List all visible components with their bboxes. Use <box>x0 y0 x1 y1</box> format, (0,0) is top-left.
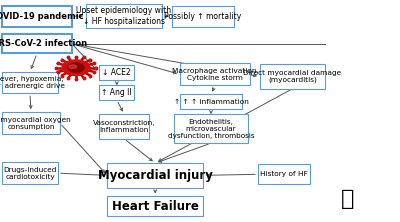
FancyBboxPatch shape <box>260 64 325 89</box>
FancyBboxPatch shape <box>2 6 72 27</box>
Text: Macrophage activation,
Cytokine storm: Macrophage activation, Cytokine storm <box>172 68 258 81</box>
Text: 🫀: 🫀 <box>341 189 355 209</box>
FancyBboxPatch shape <box>180 94 242 109</box>
Text: Heart Failure: Heart Failure <box>112 200 199 213</box>
FancyBboxPatch shape <box>86 4 162 28</box>
Text: ↑ myocardial oxygen
consumption: ↑ myocardial oxygen consumption <box>0 117 70 130</box>
Text: Myocardial injury: Myocardial injury <box>98 169 213 182</box>
Polygon shape <box>62 60 90 75</box>
Polygon shape <box>69 65 77 68</box>
Text: Endothelitis,
microvascular
dysfunction, thrombosis: Endothelitis, microvascular dysfunction,… <box>168 119 254 139</box>
FancyBboxPatch shape <box>99 114 149 139</box>
Text: History of HF: History of HF <box>260 171 308 177</box>
Text: Direct myocardial damage
(myocarditis): Direct myocardial damage (myocarditis) <box>243 70 342 83</box>
FancyBboxPatch shape <box>180 63 250 85</box>
Text: Possibly ↑ mortality: Possibly ↑ mortality <box>164 12 242 21</box>
FancyBboxPatch shape <box>99 65 134 80</box>
Text: SARS-CoV-2 infection: SARS-CoV-2 infection <box>0 39 88 48</box>
FancyBboxPatch shape <box>99 85 134 100</box>
Polygon shape <box>68 63 84 72</box>
FancyBboxPatch shape <box>174 114 248 143</box>
FancyBboxPatch shape <box>258 164 310 184</box>
Text: ↑ Ang II: ↑ Ang II <box>102 88 132 97</box>
Text: ↑ ↑ ↑ inflammation: ↑ ↑ ↑ inflammation <box>174 99 248 105</box>
Text: COVID-19 pandemic: COVID-19 pandemic <box>0 12 84 21</box>
Text: ↓ ACE2: ↓ ACE2 <box>102 68 131 77</box>
FancyBboxPatch shape <box>2 34 72 53</box>
FancyBboxPatch shape <box>172 6 234 27</box>
Text: Upset epidemiology with
↓ HF hospitalizations: Upset epidemiology with ↓ HF hospitaliza… <box>76 6 172 26</box>
FancyBboxPatch shape <box>107 163 203 188</box>
Text: Drugs-induced
cardiotoxicity: Drugs-induced cardiotoxicity <box>3 167 57 180</box>
FancyBboxPatch shape <box>2 72 58 93</box>
Text: Fever, hypoxemia,
↑ adrenergic drive: Fever, hypoxemia, ↑ adrenergic drive <box>0 76 64 89</box>
Text: Vasoconstriction,
Inflammation: Vasoconstriction, Inflammation <box>93 120 156 133</box>
FancyBboxPatch shape <box>2 112 60 134</box>
FancyBboxPatch shape <box>107 196 203 216</box>
FancyBboxPatch shape <box>2 162 58 184</box>
